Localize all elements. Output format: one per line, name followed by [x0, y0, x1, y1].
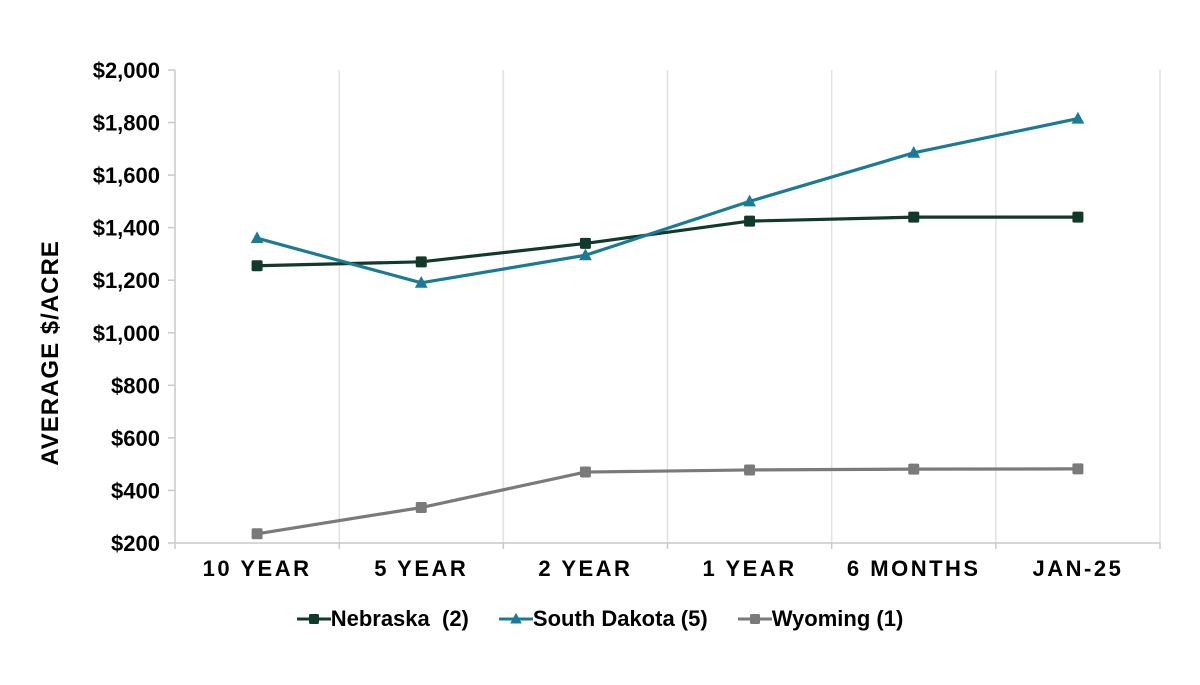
- y-axis-tick-label: $600: [111, 426, 160, 451]
- legend-label-nebraska-2: Nebraska (2): [330, 606, 469, 631]
- data-point-marker-wyoming-1: [1072, 463, 1084, 475]
- data-point-marker-nebraska-2: [1072, 211, 1084, 223]
- y-axis-tick-label: $1,400: [93, 216, 160, 241]
- x-axis-label-10-year: 10 YEAR: [203, 556, 312, 581]
- data-point-marker-wyoming-1: [415, 502, 427, 514]
- series-line-nebraska-2: [255, 215, 1080, 268]
- series-line-south-dakota-5: [255, 117, 1080, 285]
- data-point-marker-wyoming-1: [579, 466, 591, 478]
- legend-marker: [510, 612, 522, 624]
- legend-label-south-dakota-5: South Dakota (5): [532, 606, 708, 631]
- data-point-marker-nebraska-2: [251, 260, 263, 272]
- x-axis-label-2-year: 2 YEAR: [538, 556, 632, 581]
- y-axis-ticks-group: $200 $400 $600 $800 $1,000 $1,200 $1,400 $1,600…: [93, 58, 175, 556]
- data-point-marker-south-dakota-5: [1071, 111, 1085, 124]
- series-wyoming-1: [251, 463, 1084, 540]
- legend-square-marker-icon: [737, 611, 772, 627]
- data-point-marker-wyoming-1: [251, 528, 263, 540]
- legend-marker: [308, 614, 319, 624]
- gridlines-group: [338, 70, 1161, 543]
- legend-triangle-marker-icon: [498, 611, 533, 627]
- legend-item-nebraska-2: Nebraska (2): [296, 606, 469, 632]
- series-south-dakota-5: [250, 111, 1085, 288]
- legend-square-marker-icon: [296, 611, 331, 627]
- data-point-marker-nebraska-2: [415, 256, 427, 268]
- data-point-marker-nebraska-2: [908, 211, 920, 223]
- data-point-marker-wyoming-1: [744, 464, 756, 476]
- x-axis-label-5-year: 5 YEAR: [374, 556, 468, 581]
- y-axis-title: AVERAGE $/ACRE: [37, 240, 64, 466]
- data-point-marker-wyoming-1: [908, 463, 920, 475]
- data-point-marker-south-dakota-5: [414, 276, 428, 288]
- axes-group: [174, 70, 1161, 549]
- y-axis-tick-label: $1,800: [93, 111, 160, 136]
- series-nebraska-2: [251, 211, 1084, 272]
- data-point-marker-south-dakota-5: [907, 145, 921, 158]
- data-point-marker-south-dakota-5: [579, 248, 592, 261]
- legend-item-wyoming-1: Wyoming (1): [737, 606, 904, 632]
- series-line-wyoming-1: [255, 467, 1080, 536]
- x-axis-labels-group: 10 YEAR 5 YEAR 2 YEAR 1 YEAR 6 MONTHS JAN-25: [203, 556, 1124, 581]
- y-axis-tick-label: $400: [111, 478, 160, 503]
- y-axis-tick-label: $2,000: [93, 58, 160, 83]
- legend: Nebraska (2) South Dakota (5) Wyoming (1): [0, 606, 1200, 632]
- legend-marker: [749, 614, 760, 624]
- y-axis-tick-label: $200: [111, 531, 160, 556]
- x-axis-label-1-year: 1 YEAR: [703, 556, 797, 581]
- y-axis-tick-label: $1,600: [93, 163, 160, 188]
- data-point-marker-nebraska-2: [579, 237, 591, 249]
- y-axis-tick-label: $1,200: [93, 268, 160, 293]
- legend-item-south-dakota-5: South Dakota (5): [498, 606, 708, 632]
- data-point-marker-nebraska-2: [744, 215, 756, 227]
- x-axis-label-jan-25: JAN-25: [1033, 556, 1124, 581]
- series-group: [250, 111, 1085, 540]
- x-axis-label-6-months: 6 MONTHS: [847, 556, 981, 581]
- data-point-marker-south-dakota-5: [743, 194, 756, 207]
- y-axis-tick-label: $800: [111, 373, 160, 398]
- legend-label-wyoming-1: Wyoming (1): [771, 606, 904, 631]
- data-point-marker-south-dakota-5: [250, 231, 264, 244]
- y-axis-tick-label: $1,000: [93, 321, 160, 346]
